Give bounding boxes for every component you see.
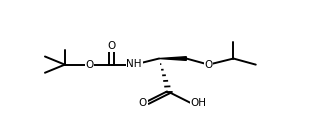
Text: O: O bbox=[139, 98, 147, 108]
Text: O: O bbox=[108, 41, 116, 51]
Text: NH: NH bbox=[126, 59, 142, 69]
Text: OH: OH bbox=[191, 98, 207, 108]
Polygon shape bbox=[159, 57, 186, 60]
Text: O: O bbox=[204, 60, 213, 70]
Text: O: O bbox=[85, 60, 94, 70]
